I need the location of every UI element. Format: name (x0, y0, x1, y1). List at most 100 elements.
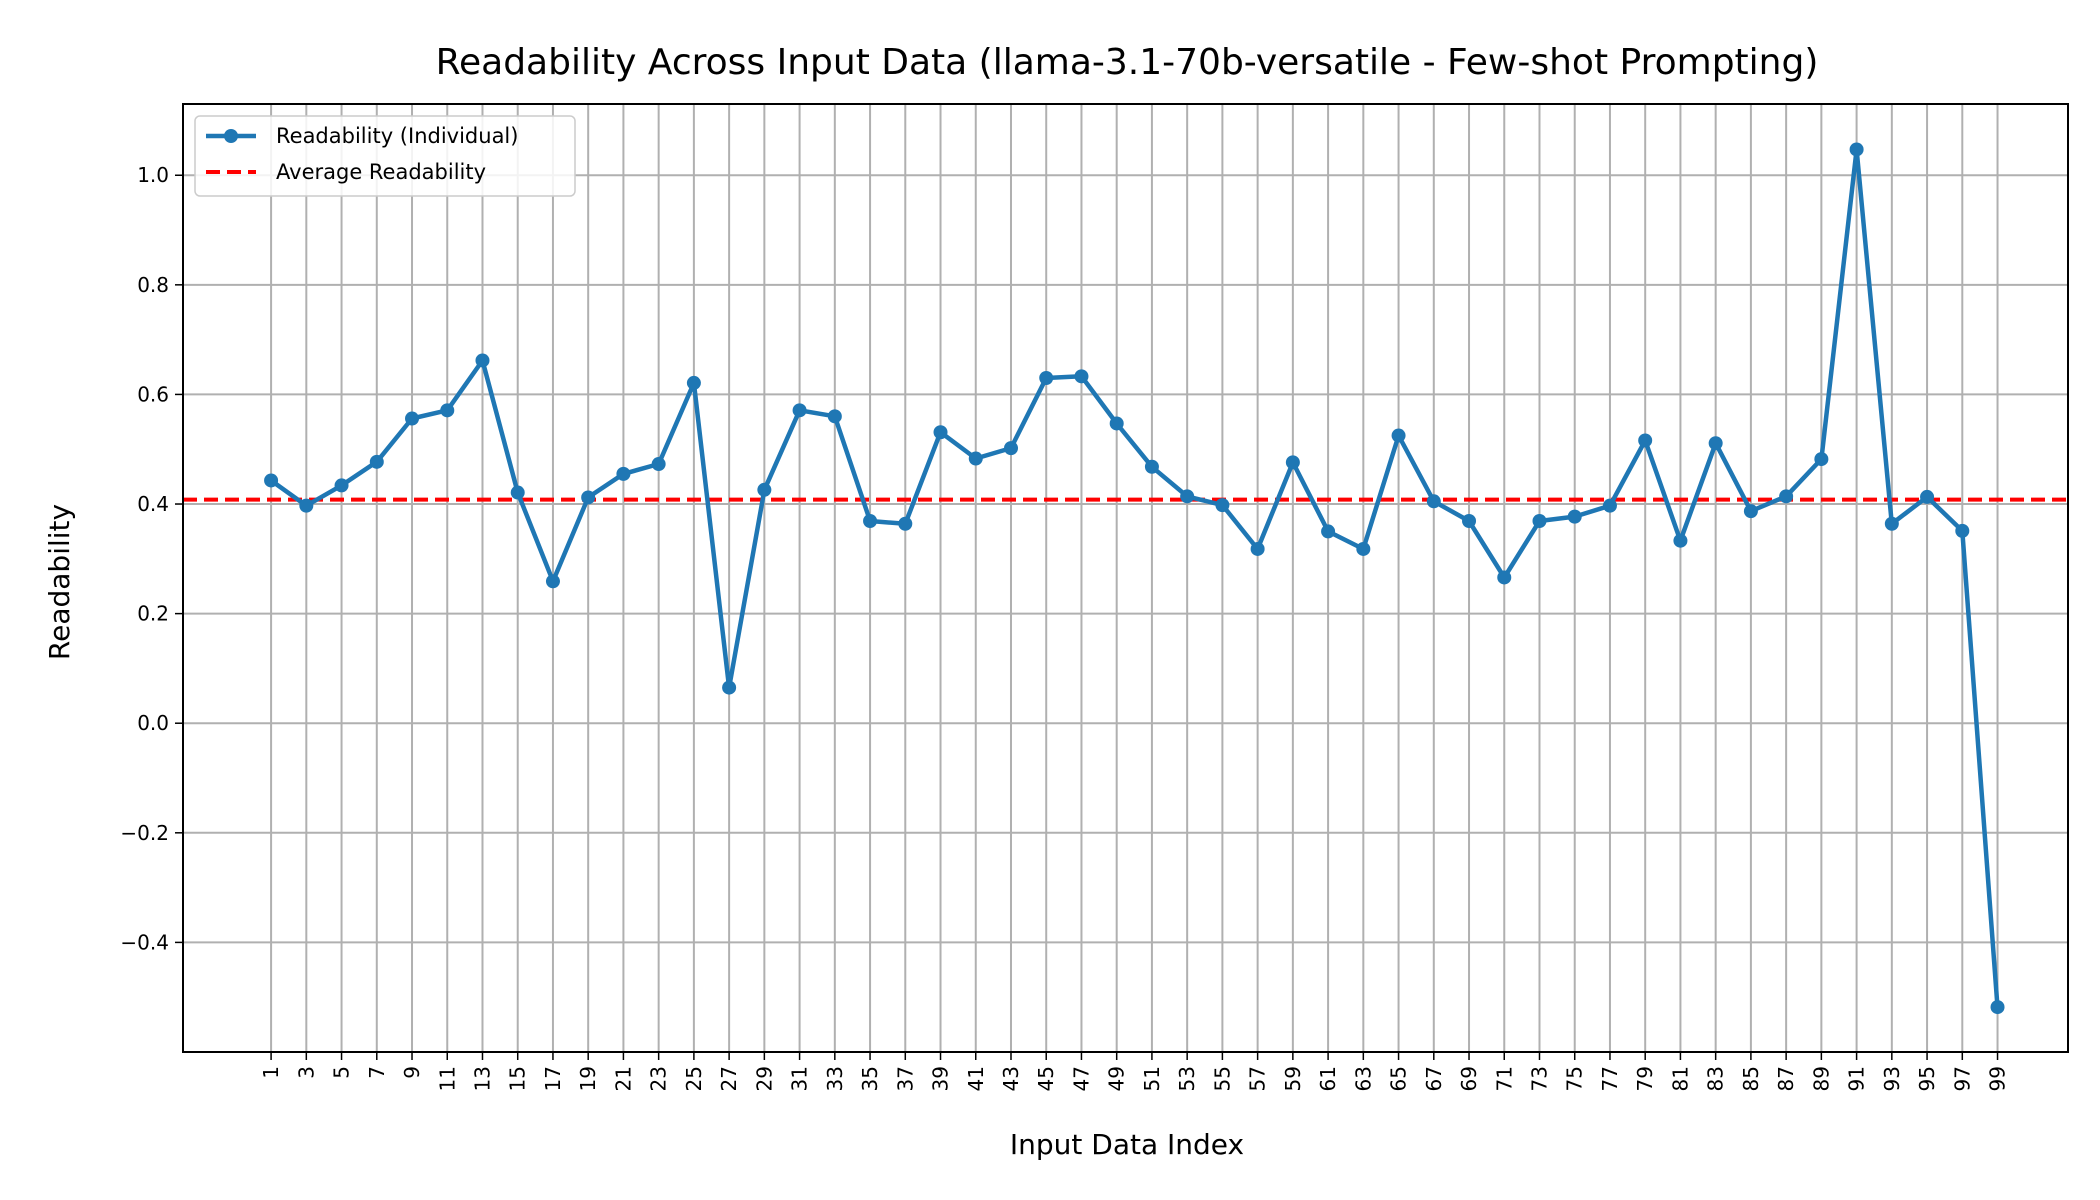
y-tick-label: 0.6 (137, 382, 169, 406)
x-tick-label: 43 (999, 1066, 1023, 1091)
readability-point (1955, 523, 1970, 538)
readability-point (1779, 489, 1794, 504)
legend-marker-individual (224, 129, 238, 143)
readability-point (1532, 514, 1547, 529)
x-tick-label: 45 (1034, 1066, 1058, 1091)
y-tick-label: −0.4 (120, 930, 169, 954)
readability-point (792, 403, 807, 418)
x-tick-label: 1 (259, 1066, 283, 1079)
readability-point (475, 353, 490, 368)
x-tick-label: 15 (506, 1066, 530, 1091)
x-tick-label: 19 (576, 1066, 600, 1091)
y-tick-label: 0.4 (137, 492, 169, 516)
x-tick-label: 67 (1422, 1066, 1446, 1091)
readability-point (651, 457, 666, 472)
x-tick-label: 17 (541, 1066, 565, 1091)
x-tick-label: 69 (1457, 1066, 1481, 1091)
y-axis-label: Readability (43, 504, 76, 660)
x-tick-label: 83 (1704, 1066, 1728, 1091)
readability-point (1638, 433, 1653, 448)
legend: Readability (Individual) Average Readabil… (194, 115, 576, 197)
x-tick-label: 27 (717, 1066, 741, 1091)
readability-point (1391, 428, 1406, 443)
x-tick-label: 31 (788, 1066, 812, 1091)
x-tick-label: 3 (294, 1066, 318, 1079)
x-tick-label: 77 (1598, 1066, 1622, 1091)
readability-point (1990, 1000, 2005, 1015)
x-tick-label: 41 (964, 1066, 988, 1091)
readability-series-line (269, 147, 2000, 1008)
readability-point (264, 473, 279, 488)
x-tick-label: 25 (682, 1066, 706, 1091)
x-tick-label: 73 (1527, 1066, 1551, 1091)
legend-label-average: Average Readability (276, 160, 486, 184)
readability-point (1426, 494, 1441, 509)
readability-point (510, 485, 525, 500)
x-tick-label: 37 (893, 1066, 917, 1091)
readability-point (1003, 441, 1018, 456)
x-tick-label: 13 (470, 1066, 494, 1091)
x-tick-label: 71 (1492, 1066, 1516, 1091)
readability-point (440, 403, 455, 418)
readability-point (1462, 514, 1477, 529)
legend-box (194, 115, 576, 197)
x-tick-label: 51 (1140, 1066, 1164, 1091)
x-axis-label: Input Data Index (1010, 1128, 1244, 1161)
y-tick-label: 1.0 (137, 163, 169, 187)
y-axis-ticks: −0.4 −0.2 0.0 0.2 0.4 0.6 0.8 1.0 (120, 163, 183, 954)
readability-point (1567, 509, 1582, 524)
readability-point (1814, 452, 1829, 467)
readability-point (1074, 369, 1089, 384)
x-tick-label: 7 (365, 1066, 389, 1079)
x-tick-label: 57 (1246, 1066, 1270, 1091)
x-tick-label: 23 (647, 1066, 671, 1091)
readability-point (334, 478, 349, 493)
x-tick-label: 75 (1563, 1066, 1587, 1091)
y-tick-label: 0.0 (137, 711, 169, 735)
x-tick-label: 9 (400, 1066, 424, 1079)
readability-point (1497, 570, 1512, 585)
x-tick-label: 97 (1950, 1066, 1974, 1091)
readability-point (545, 574, 560, 589)
x-tick-label: 79 (1633, 1066, 1657, 1091)
readability-point (827, 409, 842, 424)
plot-frame (182, 103, 2069, 1053)
x-tick-label: 99 (1986, 1066, 2010, 1091)
x-tick-label: 35 (858, 1066, 882, 1091)
readability-point (686, 375, 701, 390)
readability-point (1109, 416, 1124, 431)
readability-point (1356, 541, 1371, 556)
x-tick-label: 63 (1351, 1066, 1375, 1091)
readability-point (1039, 370, 1054, 385)
readability-point (757, 482, 772, 497)
readability-point (616, 466, 631, 481)
readability-point (369, 454, 384, 469)
x-axis-ticks: 1 3 5 7 9 11 13 15 17 19 21 23 25 27 29 31 33 35 37 39 41 43 4… (259, 1052, 2010, 1091)
readability-point (968, 451, 983, 466)
x-tick-label: 87 (1774, 1066, 1798, 1091)
chart-title: Readability Across Input Data (llama-3.1… (436, 42, 1819, 83)
x-tick-label: 61 (1316, 1066, 1340, 1091)
readability-point (1920, 489, 1935, 504)
readability-point (1673, 533, 1688, 548)
readability-point (1215, 498, 1230, 513)
readability-point (933, 425, 948, 440)
readability-point (722, 680, 737, 695)
x-tick-label: 81 (1668, 1066, 1692, 1091)
readability-point (581, 490, 596, 505)
readability-point (1285, 455, 1300, 470)
readability-point (405, 411, 420, 426)
x-tick-label: 11 (435, 1066, 459, 1091)
readability-point (863, 514, 878, 529)
x-tick-label: 95 (1915, 1066, 1939, 1091)
readability-point (1250, 541, 1265, 556)
readability-point (299, 498, 314, 513)
x-tick-label: 47 (1069, 1066, 1093, 1091)
x-tick-label: 5 (330, 1066, 354, 1079)
x-tick-label: 55 (1210, 1066, 1234, 1091)
x-tick-label: 21 (611, 1066, 635, 1091)
x-tick-label: 49 (1105, 1066, 1129, 1091)
readability-point (1884, 516, 1899, 531)
y-tick-label: −0.2 (120, 821, 169, 845)
